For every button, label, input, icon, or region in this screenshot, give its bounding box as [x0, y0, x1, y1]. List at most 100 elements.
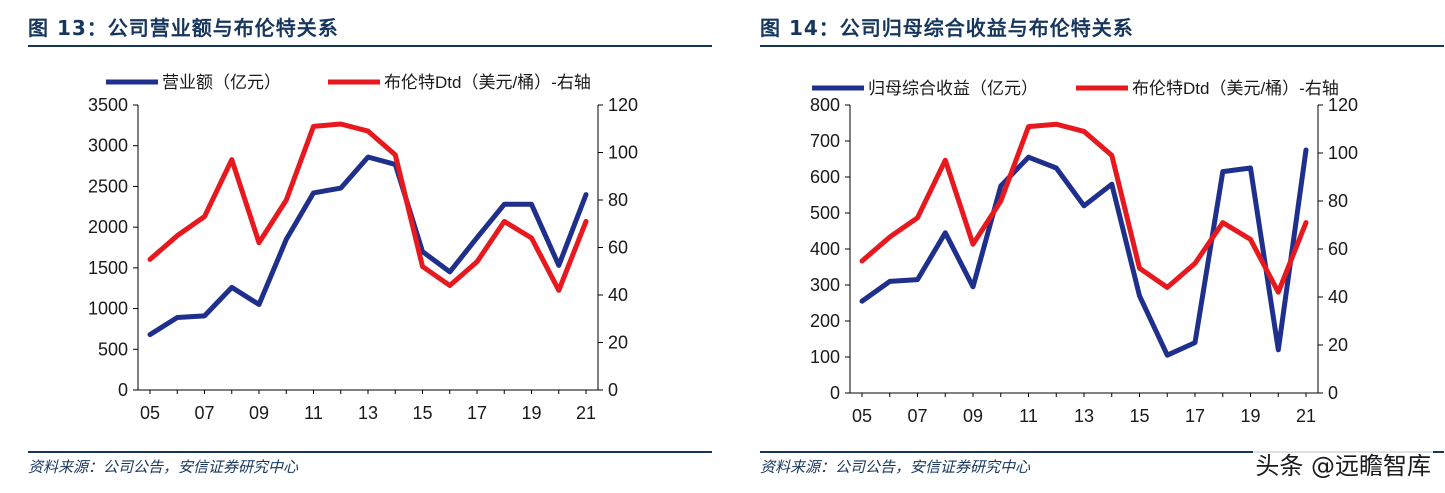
left-tick-label: 1000 [88, 299, 128, 319]
data-point [1222, 171, 1224, 173]
left-tick-label: 300 [810, 275, 840, 295]
data-point [1139, 267, 1140, 269]
data-point [1028, 156, 1029, 158]
data-point [1083, 130, 1085, 132]
data-point [204, 216, 205, 218]
data-point [231, 286, 233, 288]
left-tick-label: 3500 [88, 95, 128, 115]
source-rule [28, 451, 712, 453]
right-tick-label: 40 [608, 285, 628, 305]
source-note: 资料来源：公司公告，安信证券研究中心 [28, 458, 299, 476]
data-point [503, 220, 505, 222]
watermark: 头条 @远瞻智库 [1253, 446, 1433, 481]
data-point [1277, 349, 1279, 351]
data-point [1028, 126, 1029, 128]
right-tick-label: 100 [1328, 143, 1358, 163]
left-tick-label: 3000 [88, 136, 128, 156]
title-rule [760, 45, 1444, 47]
data-point [1000, 200, 1002, 202]
figure-14-panel: 图 14：公司归母综合收益与布伦特关系 0 100 200 300 400 500 600 7… [732, 0, 1444, 493]
data-point [917, 217, 918, 219]
data-point [149, 258, 151, 260]
data-point [204, 315, 205, 317]
data-point [476, 261, 478, 263]
data-point [285, 238, 287, 240]
data-point [944, 159, 946, 161]
source-note: 资料来源：公司公告，安信证券研究中心 [760, 458, 1031, 476]
data-point [1250, 167, 1251, 169]
x-tick-label: 07 [907, 406, 927, 426]
data-point [1305, 222, 1307, 224]
primary-series-line [859, 147, 1309, 358]
data-point [503, 203, 505, 205]
left-tick-label: 0 [118, 380, 128, 400]
data-point [1277, 291, 1279, 293]
data-point [313, 125, 314, 127]
legend-label: 归母综合收益（亿元） [868, 79, 1038, 98]
x-tick-label: 09 [249, 403, 269, 423]
data-point [285, 199, 287, 201]
left-tick-label: 500 [98, 339, 128, 359]
figure-title: 图 14：公司归母综合收益与布伦特关系 [760, 16, 1134, 40]
data-point [861, 260, 863, 262]
data-point [1250, 238, 1251, 240]
left-tick-label: 700 [810, 131, 840, 151]
primary-series-line [147, 154, 589, 338]
x-tick-label: 19 [1240, 406, 1260, 426]
data-point [889, 280, 891, 282]
data-point [449, 271, 451, 273]
data-point [861, 300, 863, 302]
legend-label: 营业额（亿元） [162, 73, 281, 92]
data-point [1305, 149, 1307, 151]
data-point [558, 289, 560, 291]
right-tick-label: 20 [608, 333, 628, 353]
x-tick-label: 21 [1296, 406, 1316, 426]
data-point [394, 154, 396, 156]
right-tick-label: 20 [1328, 335, 1348, 355]
legend-label: 布伦特Dtd（美元/桶）-右轴 [1132, 79, 1339, 98]
x-tick-label: 19 [521, 403, 541, 423]
data-point [258, 242, 260, 244]
data-point [476, 237, 478, 239]
revenue-vs-brent-chart: 0 500 1000 1500 2000 2500 3000 3500 0 20 40 60 80 100… [88, 73, 638, 423]
data-point [367, 156, 369, 158]
left-tick-label: 100 [810, 347, 840, 367]
right-tick-label: 100 [608, 143, 638, 163]
data-point [422, 251, 423, 253]
title-rule [28, 45, 712, 47]
right-tick-label: 80 [608, 190, 628, 210]
x-tick-label: 21 [576, 403, 596, 423]
data-point [313, 192, 314, 194]
data-point [231, 159, 233, 161]
x-tick-label: 05 [140, 403, 160, 423]
x-tick-label: 11 [304, 403, 323, 423]
data-point [1055, 167, 1057, 169]
right-tick-label: 60 [1328, 239, 1348, 259]
right-tick-label: 0 [1328, 383, 1338, 403]
x-tick-label: 05 [852, 406, 872, 426]
data-point [1222, 222, 1224, 224]
left-tick-label: 2500 [88, 176, 128, 196]
data-point [1139, 295, 1140, 297]
left-tick-label: 800 [810, 95, 840, 115]
x-tick-label: 13 [358, 403, 378, 423]
data-point [585, 220, 587, 222]
data-point [1111, 154, 1113, 156]
x-tick-label: 11 [1019, 406, 1038, 426]
data-point [340, 123, 342, 125]
data-point [258, 304, 260, 305]
right-tick-label: 0 [608, 380, 618, 400]
data-point [1194, 262, 1196, 264]
data-point [585, 194, 587, 196]
x-tick-label: 17 [467, 403, 487, 423]
data-point [1166, 286, 1168, 288]
data-point [944, 232, 946, 234]
left-tick-label: 400 [810, 239, 840, 259]
data-point [449, 285, 451, 286]
data-point [531, 237, 532, 239]
right-tick-label: 40 [1328, 287, 1348, 307]
data-point [367, 130, 369, 132]
left-tick-label: 600 [810, 167, 840, 187]
figure-13-panel: 图 13：公司营业额与布伦特关系 0 500 1000 1500 2000 2500 300… [0, 0, 712, 493]
data-point [340, 187, 342, 189]
